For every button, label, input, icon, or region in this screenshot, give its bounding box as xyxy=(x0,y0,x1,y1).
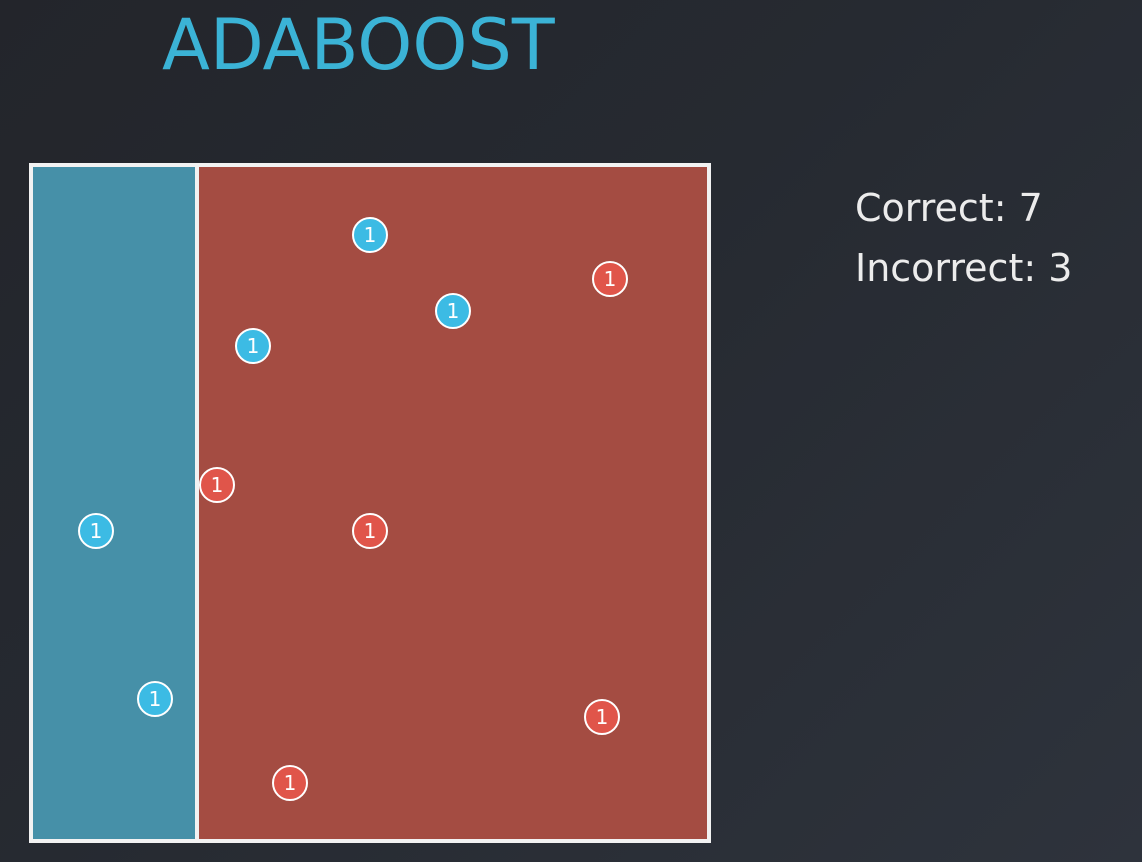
data-point-blue: 1 xyxy=(435,293,471,329)
point-weight-label: 1 xyxy=(89,519,103,543)
data-point-red: 1 xyxy=(199,467,235,503)
point-weight-label: 1 xyxy=(283,771,297,795)
data-point-blue: 1 xyxy=(78,513,114,549)
decision-boundary xyxy=(195,167,199,839)
blue-region xyxy=(33,167,195,839)
classification-plot: 1 1 1 1 1 1 1 1 1 1 xyxy=(29,163,711,843)
correct-value: 7 xyxy=(1018,186,1043,230)
data-point-red: 1 xyxy=(592,261,628,297)
data-point-blue: 1 xyxy=(352,217,388,253)
data-point-blue: 1 xyxy=(137,681,173,717)
correct-label: Correct: xyxy=(855,186,1007,230)
correct-count: Correct: 7 xyxy=(855,178,1072,238)
data-point-red: 1 xyxy=(272,765,308,801)
point-weight-label: 1 xyxy=(210,473,224,497)
data-point-blue: 1 xyxy=(235,328,271,364)
data-point-red: 1 xyxy=(352,513,388,549)
incorrect-count: Incorrect: 3 xyxy=(855,238,1072,298)
score-panel: Correct: 7 Incorrect: 3 xyxy=(855,178,1072,298)
point-weight-label: 1 xyxy=(603,267,617,291)
data-point-red: 1 xyxy=(584,699,620,735)
point-weight-label: 1 xyxy=(246,334,260,358)
incorrect-label: Incorrect: xyxy=(855,246,1037,290)
point-weight-label: 1 xyxy=(148,687,162,711)
page-title: ADABOOST xyxy=(162,4,555,86)
point-weight-label: 1 xyxy=(446,299,460,323)
point-weight-label: 1 xyxy=(363,223,377,247)
incorrect-value: 3 xyxy=(1048,246,1073,290)
point-weight-label: 1 xyxy=(363,519,377,543)
point-weight-label: 1 xyxy=(595,705,609,729)
